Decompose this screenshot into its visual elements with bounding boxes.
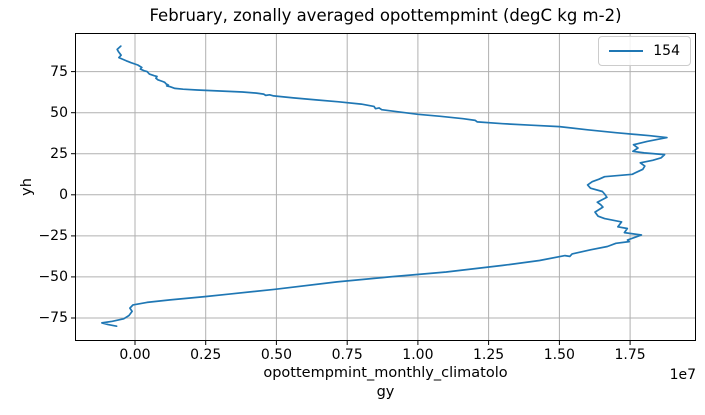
y-axis-label: yh bbox=[19, 178, 35, 196]
x-tick-label-1.25: 1.25 bbox=[473, 347, 505, 363]
x-axis-label-line1: opottempmint_monthly_climatolo bbox=[263, 365, 508, 381]
x-tick-label-1.00: 1.00 bbox=[402, 347, 434, 363]
y-tick-label-50: 50 bbox=[50, 104, 68, 121]
y-tick-label-−75: −75 bbox=[38, 310, 68, 326]
x-axis-label: opottempmint_monthly_climatolo gy bbox=[75, 364, 696, 401]
x-axis-label-line2: gy bbox=[376, 383, 395, 400]
y-tick-label-−50: −50 bbox=[38, 268, 68, 285]
chart-title: February, zonally averaged opottempmint … bbox=[149, 6, 622, 25]
y-tick-label-0: 0 bbox=[59, 186, 68, 203]
series-line-154 bbox=[101, 45, 668, 328]
plot-canvas bbox=[71, 33, 696, 345]
x-tick-label-1.50: 1.50 bbox=[543, 347, 575, 363]
plot-area bbox=[71, 33, 696, 345]
x-tick-label-0.25: 0.25 bbox=[190, 347, 222, 363]
y-tick-label-−25: −25 bbox=[38, 227, 68, 244]
x-tick-label-1.75: 1.75 bbox=[614, 347, 646, 363]
x-tick-label-0.75: 0.75 bbox=[331, 347, 363, 363]
legend-label: 154 bbox=[653, 43, 680, 59]
legend: 154 bbox=[598, 36, 691, 66]
x-tick-label-0.50: 0.50 bbox=[260, 347, 293, 363]
legend-line-sample-icon bbox=[609, 50, 644, 52]
y-tick-label-25: 25 bbox=[50, 145, 68, 162]
x-axis-offset-label: 1e7 bbox=[669, 367, 696, 383]
plot-spines bbox=[75, 33, 696, 341]
y-tick-label-75: 75 bbox=[50, 63, 68, 80]
x-tick-label-0.00: 0.00 bbox=[119, 347, 151, 363]
